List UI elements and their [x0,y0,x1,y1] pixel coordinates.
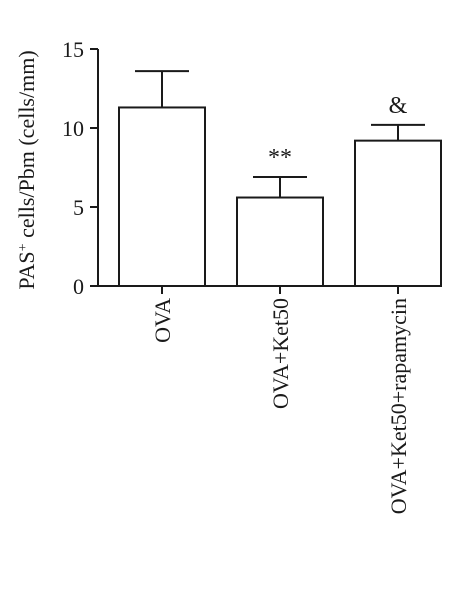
category-label: OVA [150,298,175,343]
y-tick-label: 0 [73,274,84,299]
bars: ** & [118,70,442,288]
category-label: OVA+Ket50+rapamycin [386,298,411,514]
significance-label: ** [268,145,292,171]
bar [354,139,442,287]
y-tick-label: 15 [62,37,84,62]
category-label: OVA+Ket50 [268,298,293,409]
significance-label: & [389,93,408,119]
y-tick-label: 10 [62,116,84,141]
bar [236,196,324,288]
y-tick-label: 5 [73,195,84,220]
axes: 0 5 10 15 [62,37,405,299]
bar [118,106,206,287]
y-axis-label: PAS+ cells/Pbm (cells/mm) [14,50,39,289]
category-labels: OVA OVA+Ket50 OVA+Ket50+rapamycin [150,298,411,514]
